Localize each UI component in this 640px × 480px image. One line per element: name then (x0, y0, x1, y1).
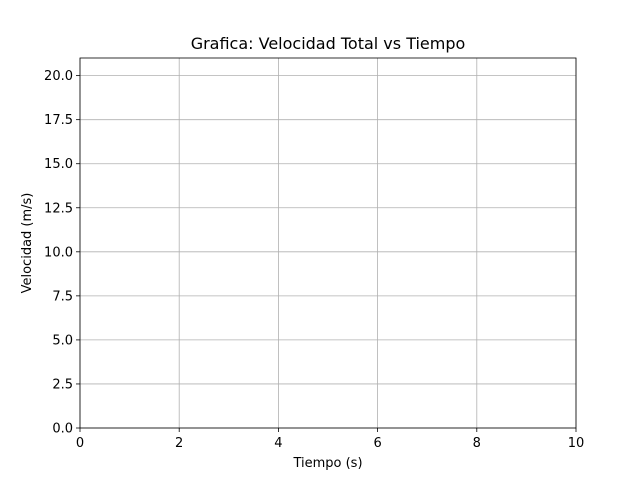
plot-area-frame (79, 57, 577, 429)
x-tick-label: 0 (76, 436, 84, 451)
y-tick-label: 15.0 (44, 157, 73, 172)
y-tick-label: 10.0 (44, 245, 73, 260)
grid-lines (79, 58, 577, 429)
y-tick-label: 12.5 (44, 201, 73, 216)
y-tick-label: 17.5 (44, 113, 73, 128)
x-tick-label: 2 (175, 436, 183, 451)
x-tick-label: 8 (473, 436, 481, 451)
y-axis-label: Velocidad (m/s) (20, 193, 35, 294)
chart-title: Grafica: Velocidad Total vs Tiempo (191, 34, 466, 53)
y-tick-label: 0.0 (52, 422, 73, 437)
y-axis-ticks: 0.0 2.5 5.0 7.5 10.0 12.5 15.0 17.5 20.0 (44, 69, 80, 437)
x-tick-label: 6 (373, 436, 381, 451)
y-tick-label: 5.0 (52, 333, 73, 348)
x-axis-ticks: 0 2 4 6 8 10 (76, 428, 584, 451)
x-axis-label: Tiempo (s) (292, 456, 362, 471)
y-tick-label: 7.5 (52, 289, 73, 304)
x-tick-label: 10 (568, 436, 585, 451)
y-tick-label: 2.5 (52, 377, 73, 392)
x-tick-label: 4 (274, 436, 282, 451)
y-tick-label: 20.0 (44, 69, 73, 84)
